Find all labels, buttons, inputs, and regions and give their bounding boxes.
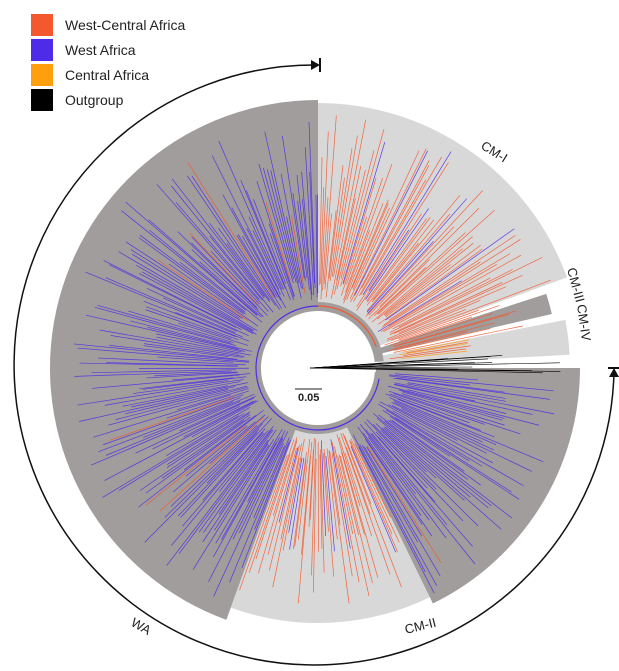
- legend-label: Central Africa: [65, 67, 149, 83]
- scale-bar-label: 0.05: [298, 392, 319, 404]
- legend-item-west-central-africa: West-Central Africa: [31, 12, 185, 37]
- legend-swatch: [31, 14, 53, 36]
- legend-swatch: [31, 39, 53, 61]
- right-arrowhead: [609, 368, 619, 377]
- legend: West-Central Africa West Africa Central …: [31, 12, 185, 112]
- legend-item-outgroup: Outgroup: [31, 87, 185, 112]
- legend-item-west-africa: West Africa: [31, 37, 185, 62]
- clade-label-wa: WA: [129, 615, 155, 638]
- clade-label-cm4: CM-IV: [574, 303, 594, 342]
- legend-swatch: [31, 64, 53, 86]
- legend-item-central-africa: Central Africa: [31, 62, 185, 87]
- legend-label: West Africa: [65, 42, 136, 58]
- legend-label: Outgroup: [65, 92, 123, 108]
- clade-label-cm2: CM-II: [403, 615, 437, 637]
- scale-bar: 0.05: [295, 389, 322, 404]
- top-arrowhead: [311, 60, 320, 70]
- legend-label: West-Central Africa: [65, 17, 185, 33]
- legend-swatch: [31, 89, 53, 111]
- clade-sectors: [50, 100, 580, 623]
- clade-label-cm3: CM-III: [564, 266, 588, 304]
